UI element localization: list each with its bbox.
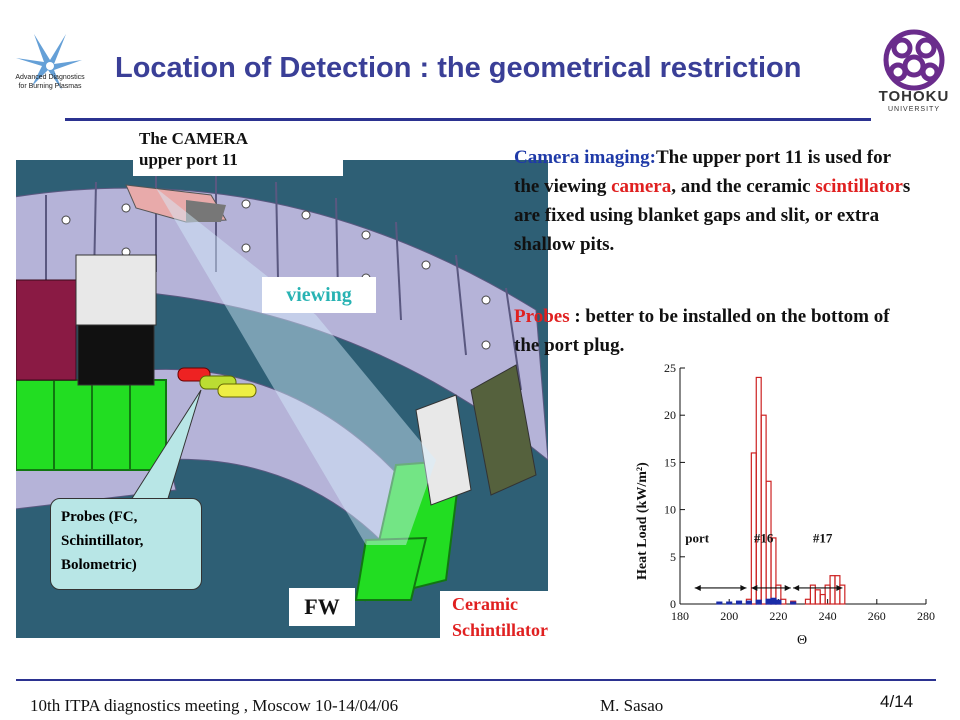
y-tick-label: 25	[664, 361, 676, 375]
probes-paragraph: Probes : better to be installed on the b…	[514, 302, 914, 360]
histogram-bar	[755, 376, 762, 605]
y-tick-label: 5	[670, 550, 676, 564]
heat-load-chart: Heat Load (kW/m²) Θ 180 200 220 240 260 280 0 5…	[622, 358, 942, 670]
logo-text-1: Advanced Diagnostics	[15, 74, 85, 81]
histogram-bar	[765, 598, 772, 605]
histogram-bar	[735, 600, 743, 605]
x-tick-label: 260	[868, 609, 886, 623]
camera-label-line1: The CAMERA	[139, 129, 249, 148]
probes-callout-line3: Bolometric)	[61, 557, 137, 573]
chart-xlabel: Θ	[797, 633, 807, 648]
histogram-bar	[819, 593, 826, 605]
scintillator-word: scintillator	[815, 176, 903, 197]
region-label: #16	[754, 531, 774, 546]
arrow-head	[751, 584, 758, 591]
footer-author: M. Sasao	[600, 696, 664, 715]
page-title: Location of Detection : the geometrical …	[115, 52, 802, 84]
x-tick-label: 180	[671, 609, 689, 623]
adbp-logo: Advanced Diagnostics for Burning Plasmas	[4, 30, 96, 100]
histogram-bar	[726, 601, 733, 605]
camera-text-c: s are fixed using blanket gaps and slit,…	[514, 176, 911, 255]
region-label: port	[685, 531, 710, 546]
footer-meeting: 10th ITPA diagnostics meeting , Moscow 1…	[30, 696, 399, 715]
histogram-bar	[790, 601, 797, 605]
fw-label: FW	[289, 588, 355, 626]
footer-rule	[16, 679, 936, 681]
y-tick-label: 0	[670, 597, 676, 611]
camera-text-a: The upper port 11 is used for the viewin…	[514, 147, 891, 197]
university-sub: UNIVERSITY	[887, 106, 940, 113]
arrow-head	[784, 584, 791, 591]
histogram-bar	[770, 597, 777, 605]
histogram-bar	[780, 598, 787, 605]
tohoku-logo: TOHOKU UNIVERSITY	[872, 22, 956, 126]
x-tick-label: 240	[819, 609, 837, 623]
histogram-bar	[804, 598, 811, 605]
title-rule	[65, 118, 871, 121]
histogram-bar	[750, 452, 757, 605]
probes-callout-line1: Probes (FC,	[61, 509, 138, 525]
university-label: TOHOKU	[878, 88, 950, 105]
histogram-bar	[760, 414, 767, 605]
y-tick-label: 10	[664, 503, 676, 517]
ceramic-label-line2: Schintillator	[452, 620, 549, 640]
histogram-bar	[839, 584, 846, 605]
region-label: #17	[813, 531, 833, 546]
camera-label-line2: upper port 11	[139, 150, 238, 169]
viewing-label: viewing	[262, 277, 376, 313]
arrow-head	[740, 584, 747, 591]
x-tick-label: 200	[720, 609, 738, 623]
ceramic-label: Ceramic Schintillator	[440, 591, 628, 640]
arrow-head	[836, 584, 843, 591]
camera-word: camera	[611, 176, 672, 197]
probes-callout-line2: Schintillator,	[61, 533, 144, 549]
logo-text-2: for Burning Plasmas	[18, 83, 82, 90]
probes-lead: Probes	[514, 306, 570, 327]
camera-label: The CAMERA upper port 11	[133, 128, 343, 176]
camera-paragraph: Camera imaging:The upper port 11 is used…	[514, 143, 914, 259]
histogram-bar	[755, 599, 762, 605]
chart-ylabel: Heat Load (kW/m²)	[635, 462, 650, 580]
y-tick-label: 20	[664, 408, 676, 422]
probes-callout: Probes (FC, Schintillator, Bolometric)	[50, 498, 202, 590]
camera-text-b: , and the ceramic	[671, 176, 816, 197]
histogram-bar	[770, 537, 777, 605]
histogram-bar	[775, 599, 782, 605]
y-tick-label: 15	[664, 455, 676, 469]
x-tick-label: 220	[769, 609, 787, 623]
ceramic-label-line1: Ceramic	[452, 594, 518, 614]
histogram-bar	[814, 589, 821, 605]
x-tick-label: 280	[917, 609, 935, 623]
histogram-bar	[716, 601, 723, 605]
histogram-bar	[745, 600, 752, 605]
camera-lead: Camera imaging:	[514, 147, 656, 168]
page-number: 4/14	[880, 692, 914, 711]
histogram-bar	[829, 575, 836, 605]
arrow-head	[793, 584, 800, 591]
arrow-head	[694, 584, 701, 591]
probes-text: : better to be installed on the bottom o…	[514, 306, 890, 356]
